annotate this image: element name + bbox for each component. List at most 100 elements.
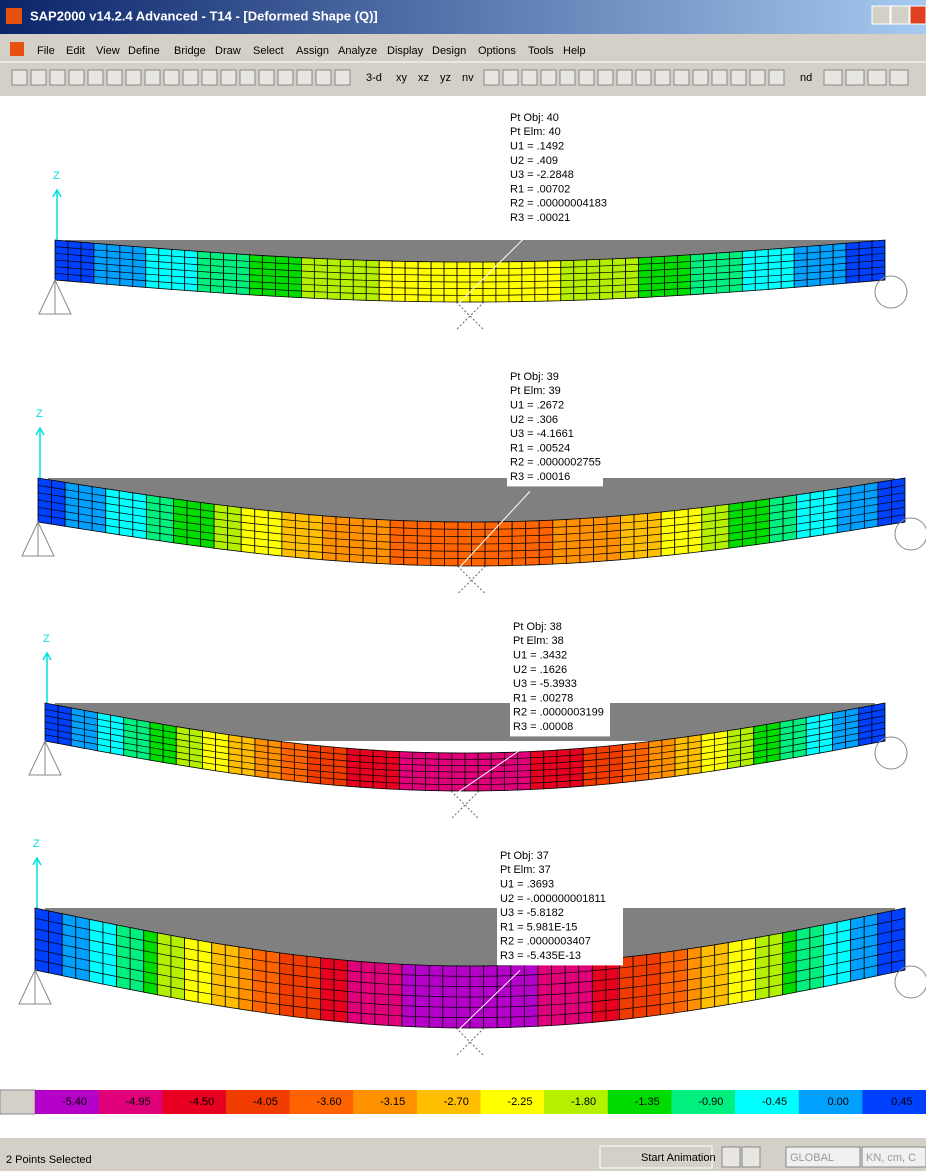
- toolbar-button[interactable]: [240, 70, 255, 85]
- step-back-button[interactable]: [722, 1147, 740, 1167]
- menu-item[interactable]: Assign: [296, 45, 329, 57]
- toolbar-button[interactable]: [522, 70, 537, 85]
- toolbar-button[interactable]: [674, 70, 689, 85]
- toolbar-button[interactable]: [202, 70, 217, 85]
- toolbar-button[interactable]: [769, 70, 784, 85]
- info-line: R1 = .00278: [513, 692, 573, 704]
- toolbar-button[interactable]: [824, 70, 842, 85]
- info-line: U2 = .409: [510, 155, 558, 167]
- info-line: U1 = .3693: [500, 879, 554, 891]
- toolbar-button[interactable]: nd: [800, 72, 812, 84]
- toolbar-button[interactable]: nv: [462, 72, 474, 84]
- minimize-button[interactable]: [872, 6, 890, 24]
- toolbar-button[interactable]: [297, 70, 312, 85]
- legend-label: -3.15: [380, 1096, 405, 1108]
- sap2000-window: SAP2000 v14.2.4 Advanced - T14 - [Deform…: [0, 0, 926, 1171]
- toolbar-button[interactable]: [259, 70, 274, 85]
- toolbar-button[interactable]: [598, 70, 613, 85]
- toolbar-button[interactable]: [145, 70, 160, 85]
- toolbar-button[interactable]: [541, 70, 556, 85]
- toolbar-button[interactable]: yz: [440, 72, 451, 84]
- menu-item[interactable]: Define: [128, 45, 160, 57]
- info-line: R2 = .0000003407: [500, 936, 591, 948]
- toolbar-button[interactable]: [846, 70, 864, 85]
- menu-item[interactable]: Display: [387, 45, 424, 57]
- toolbar-button[interactable]: [50, 70, 65, 85]
- menu-item[interactable]: Edit: [66, 45, 85, 57]
- info-line: R3 = .00008: [513, 721, 573, 733]
- menu-item[interactable]: Draw: [215, 45, 241, 57]
- menu-item[interactable]: Analyze: [338, 45, 377, 57]
- start-animation-button[interactable]: Start Animation: [641, 1152, 716, 1164]
- legend-label: -2.25: [507, 1096, 532, 1108]
- info-line: U2 = .306: [510, 414, 558, 426]
- toolbar-button[interactable]: [579, 70, 594, 85]
- info-line: Pt Elm: 40: [510, 126, 561, 138]
- info-line: R1 = .00524: [510, 442, 570, 454]
- legend-label: -2.70: [444, 1096, 469, 1108]
- menu-item[interactable]: Bridge: [174, 45, 206, 57]
- info-line: U2 = .1626: [513, 664, 567, 676]
- toolbar-button[interactable]: [693, 70, 708, 85]
- toolbar-button[interactable]: [617, 70, 632, 85]
- info-line: U1 = .2672: [510, 400, 564, 412]
- coordinate-system: GLOBAL: [790, 1152, 834, 1164]
- legend-label: -1.35: [635, 1096, 660, 1108]
- toolbar-button[interactable]: [750, 70, 765, 85]
- toolbar-button[interactable]: [484, 70, 499, 85]
- info-line: U3 = -5.8182: [500, 907, 564, 919]
- legend-label: -0.90: [698, 1096, 723, 1108]
- toolbar-button[interactable]: [560, 70, 575, 85]
- status-selection: 2 Points Selected: [6, 1154, 92, 1166]
- info-line: R3 = .00016: [510, 471, 570, 483]
- maximize-button[interactable]: [891, 6, 909, 24]
- menu-item[interactable]: Help: [563, 45, 586, 57]
- window-title: SAP2000 v14.2.4 Advanced - T14 - [Deform…: [30, 8, 378, 23]
- info-line: R3 = .00021: [510, 212, 570, 224]
- toolbar-button[interactable]: [655, 70, 670, 85]
- toolbar-button[interactable]: [335, 70, 350, 85]
- info-line: Pt Elm: 38: [513, 635, 564, 647]
- legend-label: 0.45: [891, 1096, 912, 1108]
- toolbar-button[interactable]: xy: [396, 72, 408, 84]
- close-button[interactable]: [910, 6, 926, 24]
- menu-item[interactable]: View: [96, 45, 120, 57]
- toolbar-button[interactable]: xz: [418, 72, 429, 84]
- legend-label: -4.95: [126, 1096, 151, 1108]
- toolbar-button[interactable]: [164, 70, 179, 85]
- info-line: Pt Obj: 40: [510, 112, 559, 124]
- toolbar-button[interactable]: [731, 70, 746, 85]
- menu-item[interactable]: Design: [432, 45, 466, 57]
- toolbar-button[interactable]: [712, 70, 727, 85]
- info-line: U3 = -4.1661: [510, 428, 574, 440]
- toolbar-button[interactable]: [636, 70, 651, 85]
- info-line: R1 = .00702: [510, 183, 570, 195]
- axis-label: Z: [53, 170, 60, 182]
- info-line: U2 = -.000000001811: [500, 893, 606, 905]
- toolbar-button[interactable]: [183, 70, 198, 85]
- toolbar-button[interactable]: 3-d: [366, 72, 382, 84]
- menu-item[interactable]: Options: [478, 45, 516, 57]
- toolbar-button[interactable]: [221, 70, 236, 85]
- step-forward-button[interactable]: [742, 1147, 760, 1167]
- toolbar-button[interactable]: [12, 70, 27, 85]
- toolbar-button[interactable]: [107, 70, 122, 85]
- menu-item[interactable]: Tools: [528, 45, 554, 57]
- info-line: Pt Elm: 39: [510, 385, 561, 397]
- toolbar-button[interactable]: [69, 70, 84, 85]
- toolbar-button[interactable]: [890, 70, 908, 85]
- legend-label: -4.05: [253, 1096, 278, 1108]
- menu-item[interactable]: File: [37, 45, 55, 57]
- axis-label: Z: [36, 408, 43, 420]
- toolbar-button[interactable]: [278, 70, 293, 85]
- info-line: U3 = -5.3933: [513, 678, 577, 690]
- info-line: R3 = -5.435E-13: [500, 950, 581, 962]
- menu-item[interactable]: Select: [253, 45, 284, 57]
- toolbar-button[interactable]: [88, 70, 103, 85]
- toolbar-button[interactable]: [31, 70, 46, 85]
- toolbar-button[interactable]: [503, 70, 518, 85]
- menu-icon: [10, 42, 24, 56]
- toolbar-button[interactable]: [126, 70, 141, 85]
- toolbar-button[interactable]: [316, 70, 331, 85]
- toolbar-button[interactable]: [868, 70, 886, 85]
